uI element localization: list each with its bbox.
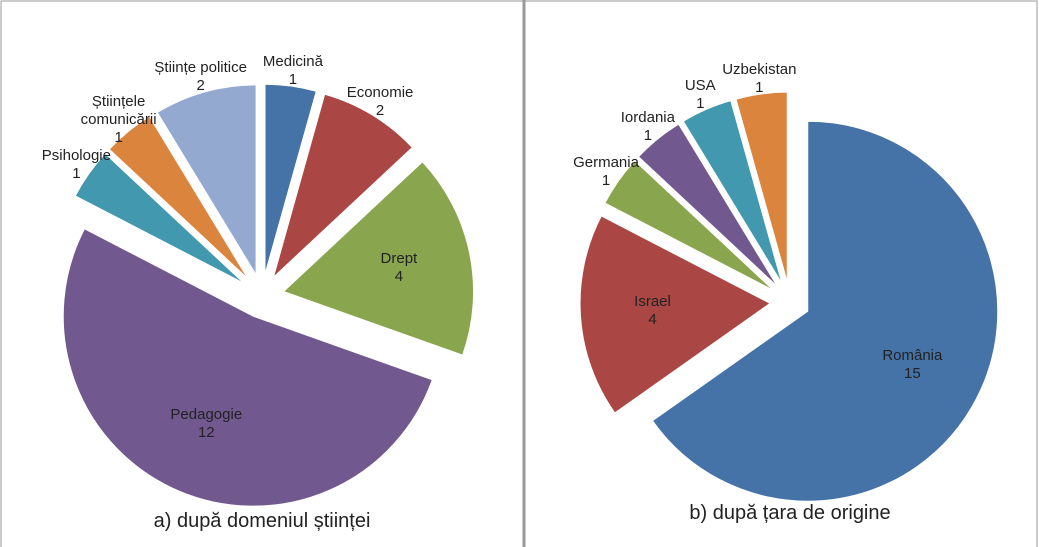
slice-name: Pedagogie: [170, 406, 243, 424]
pie-slice: [735, 91, 788, 283]
chart-title: a) după domeniul științei: [153, 510, 371, 532]
data-label: Științe politice 2: [154, 59, 247, 95]
pie-slice: [264, 83, 317, 275]
slice-value: 1: [643, 127, 653, 145]
data-label: Medicină 1: [263, 53, 323, 89]
data-label: USA 1: [685, 77, 716, 113]
pie-slice: [282, 161, 475, 356]
data-label: Psihologie 1: [42, 147, 111, 183]
slice-value: 15: [904, 365, 921, 383]
slice-name: Uzbekistan: [722, 60, 797, 78]
pie-slice: [682, 100, 783, 284]
data-label: Științele comunicării 1: [64, 93, 174, 147]
data-label: Germania 1: [573, 154, 639, 190]
slice-name: Iordania: [620, 109, 675, 127]
slice-value: 4: [394, 267, 404, 285]
slice-name: Germania: [573, 154, 639, 172]
pie-slice: [637, 123, 778, 287]
slice-name: Medicină: [262, 52, 323, 70]
data-label: Drept 4: [381, 250, 418, 286]
slice-value: 1: [601, 172, 611, 190]
slice-value: 2: [375, 101, 385, 119]
slice-name: Științele comunicării: [80, 92, 157, 128]
slice-value: 1: [72, 164, 81, 182]
slice-name: Psihologie: [41, 146, 111, 164]
slice-name: Drept: [380, 249, 418, 267]
slice-name: Științe politice: [154, 59, 247, 77]
data-label: Iordania 1: [621, 109, 675, 145]
chart-title: b) după țara de origine: [689, 502, 891, 524]
slice-value: 4: [648, 311, 657, 329]
slice-value: 1: [696, 95, 705, 113]
data-label: Economie 2: [347, 84, 414, 120]
pie-slice: [651, 120, 999, 502]
pie-slice: [604, 160, 775, 291]
pie-slice: [74, 152, 245, 284]
data-label: România 15: [882, 347, 942, 383]
data-label: Uzbekistan 1: [722, 61, 796, 97]
pie-slice: [156, 84, 257, 277]
slice-value: 1: [755, 78, 764, 96]
slice-name: Israel: [634, 293, 671, 311]
slice-value: 2: [196, 77, 205, 95]
pie-slice: [579, 215, 772, 414]
slice-name: Economie: [346, 83, 414, 101]
slice-name: România: [882, 347, 943, 365]
pie-slice: [62, 228, 433, 507]
pie-slice: [108, 115, 249, 280]
slice-value: 1: [288, 70, 298, 88]
slice-value: 1: [114, 128, 123, 146]
data-label: Pedagogie 12: [170, 406, 242, 442]
slice-name: USA: [684, 77, 716, 95]
pie-slice: [272, 93, 413, 279]
slice-value: 12: [197, 424, 215, 442]
data-label: Israel 4: [634, 293, 671, 329]
